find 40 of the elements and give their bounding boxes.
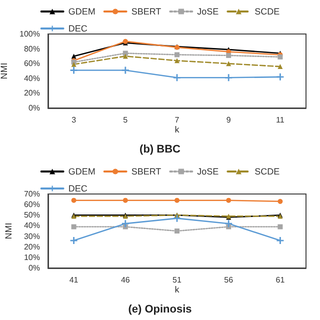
- y-tick-label: 10%: [24, 252, 40, 262]
- x-tick-label: 61: [276, 276, 286, 284]
- legend-label: JoSE: [197, 6, 219, 16]
- legend-label: SCDE: [254, 166, 280, 176]
- y-tick-label: 60%: [24, 200, 40, 210]
- legend-label: DEC: [68, 184, 88, 194]
- y-tick-label: 20%: [24, 242, 40, 252]
- x-tick-label: 9: [226, 116, 232, 124]
- y-tick-label: 40%: [24, 74, 40, 83]
- y-tick-label: 70%: [24, 190, 40, 198]
- y-tick-label: 0%: [28, 264, 40, 272]
- x-tick-label: 46: [120, 276, 130, 284]
- x-tick-label: 7: [174, 116, 180, 124]
- legend-label: SBERT: [131, 166, 162, 176]
- y-tick-label: 40%: [24, 221, 40, 230]
- y-tick-label: 80%: [24, 44, 40, 54]
- legend-label: GDEM: [68, 166, 96, 176]
- y-axis-title: NMI: [0, 62, 10, 80]
- text: (e) Opinosis: [128, 304, 192, 316]
- x-axis-title: k: [174, 124, 180, 134]
- x-tick-label: 11: [276, 116, 285, 124]
- text: (b) BBC: [140, 144, 181, 156]
- x-tick-label: 5: [123, 116, 128, 124]
- x-tick-label: 56: [224, 276, 234, 284]
- y-tick-label: 30%: [24, 232, 40, 241]
- y-tick-label: 0%: [28, 104, 40, 112]
- y-tick-label: 20%: [24, 88, 40, 98]
- x-tick-label: 3: [72, 116, 77, 124]
- y-tick-label: 60%: [24, 59, 40, 68]
- y-tick-label: 50%: [24, 210, 40, 220]
- legend-label: GDEM: [68, 6, 96, 16]
- y-tick-label: 100%: [20, 30, 40, 38]
- legend-label: SCDE: [254, 6, 280, 16]
- legend-label: JoSE: [197, 166, 219, 176]
- y-axis-title: NMI: [4, 222, 14, 240]
- x-tick-label: 41: [69, 276, 79, 284]
- legend-label: SBERT: [131, 6, 162, 16]
- x-tick-label: 51: [172, 276, 182, 284]
- legend-label: DEC: [68, 24, 88, 34]
- x-axis-title: k: [174, 284, 180, 294]
